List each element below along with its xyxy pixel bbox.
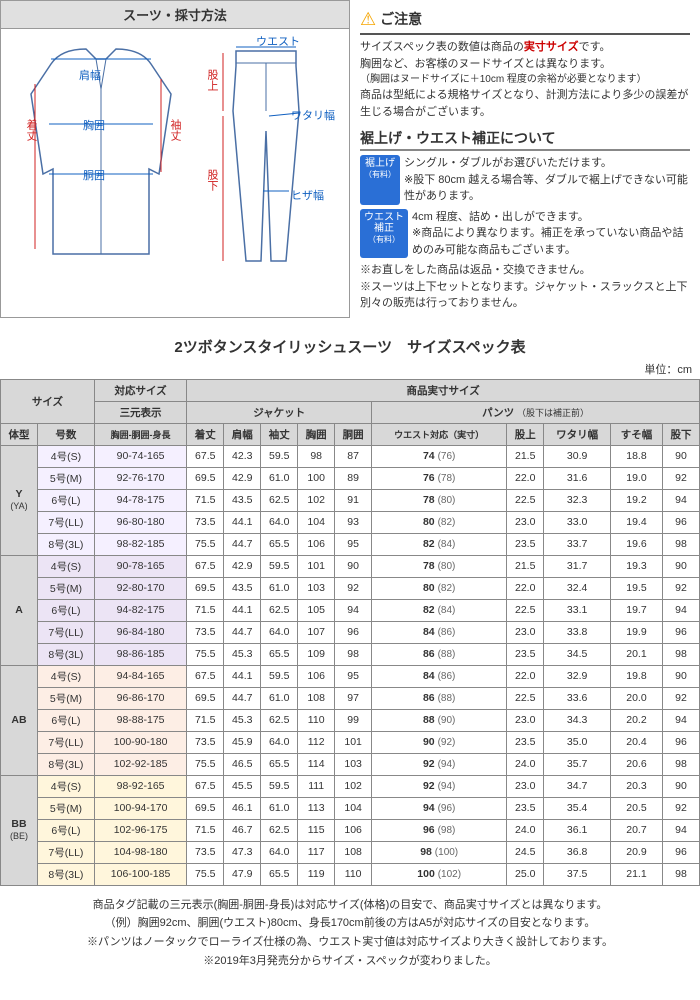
footnote: 商品タグ記載の三元表示(胸囲-胴囲-身長)は対応サイズ(体格)の目安で、商品実寸…	[8, 896, 692, 971]
body-type-cell: A	[1, 555, 38, 665]
pants-icon	[211, 41, 321, 271]
notice-line1: サイズスペック表の数値は商品の実寸サイズです。	[360, 39, 690, 56]
spec-table: サイズ 対応サイズ 商品実寸サイズ 三元表示 ジャケット パンツ （股下は補正前…	[0, 379, 700, 886]
footnote-l3: ※パンツはノータックでローライズ仕様の為、ウエスト実寸値は対応サイズより大きく設…	[8, 933, 692, 952]
diagram-body: 肩幅 胸囲 胴囲 着丈 袖丈 ウエスト 股上 ワタリ幅 ヒザ幅 股下	[1, 29, 349, 279]
table-row: 8号(3L)106-100-18575.547.965.5119110100 (…	[1, 863, 700, 885]
table-row: 7号(LL)100-90-18073.545.964.011210190 (92…	[1, 731, 700, 753]
label-waist: ウエスト	[256, 33, 300, 49]
notice-panel: ⚠ ご注意 サイズスペック表の数値は商品の実寸サイズです。 胸囲など、お客様のヌ…	[350, 0, 700, 318]
top-section: スーツ・採寸方法 肩幅 胸囲 胴囲 着丈 袖丈	[0, 0, 700, 318]
notice-foot2: ※スーツは上下セットとなります。ジャケット・スラックスと上下別々の販売は行ってお…	[360, 279, 690, 312]
notice-line2: 胸囲など、お客様のヌードサイズとは異なります。	[360, 56, 690, 73]
measurement-diagram: スーツ・採寸方法 肩幅 胸囲 胴囲 着丈 袖丈	[0, 0, 350, 318]
spec-tbody: Y(YA)4号(S)90-74-16567.542.359.5988774 (7…	[1, 445, 700, 885]
table-row: A4号(S)90-78-16567.542.959.51019078 (80)2…	[1, 555, 700, 577]
label-matashita: 股下	[204, 169, 220, 191]
body-type-cell: Y(YA)	[1, 445, 38, 555]
label-hiza: ヒザ幅	[291, 187, 324, 203]
notice-header: ⚠ ご注意	[360, 6, 690, 35]
table-row: BB(BE)4号(S)98-92-16567.545.559.511110292…	[1, 775, 700, 797]
correction-header: 裾上げ・ウエスト補正について	[360, 128, 690, 151]
label-kyoui: 胸囲	[83, 117, 105, 133]
table-row: Y(YA)4号(S)90-74-16567.542.359.5988774 (7…	[1, 445, 700, 467]
label-matagami: 股上	[204, 69, 220, 91]
label-kitake: 着丈	[23, 119, 39, 141]
table-row: 6号(L)102-96-17571.546.762.511510696 (98)…	[1, 819, 700, 841]
notice-title: ご注意	[380, 9, 422, 30]
body-type-cell: BB(BE)	[1, 775, 38, 885]
table-row: 7号(LL)96-80-18073.544.164.01049380 (82)2…	[1, 511, 700, 533]
waist-row: ウエスト補正（有料） 4cm 程度、詰め・出しができます。 ※商品により異なりま…	[360, 209, 690, 259]
table-row: 5号(M)92-76-17069.542.961.01008976 (78)22…	[1, 467, 700, 489]
jacket-icon	[21, 44, 181, 264]
body-type-cell: AB	[1, 665, 38, 775]
notice-foot1: ※お直しをした商品は返品・交換できません。	[360, 262, 690, 279]
footnote-l4: ※2019年3月発売分からサイズ・スペックが変わりました。	[8, 952, 692, 971]
spec-thead: サイズ 対応サイズ 商品実寸サイズ 三元表示 ジャケット パンツ （股下は補正前…	[1, 379, 700, 445]
spec-unit: 単位：cm	[0, 361, 700, 377]
table-row: AB4号(S)94-84-16567.544.159.51069584 (86)…	[1, 665, 700, 687]
table-row: 6号(L)98-88-17571.545.362.51109988 (90)23…	[1, 709, 700, 731]
label-doui: 胴囲	[83, 167, 105, 183]
label-sodetake: 袖丈	[167, 119, 183, 141]
table-row: 8号(3L)98-82-18575.544.765.51069582 (84)2…	[1, 533, 700, 555]
table-row: 6号(L)94-82-17571.544.162.51059482 (84)22…	[1, 599, 700, 621]
notice-line3: （胸囲はヌードサイズに＋10cm 程度の余裕が必要となります）	[360, 72, 690, 87]
diagram-title: スーツ・採寸方法	[1, 1, 349, 29]
spec-title: 2ツボタンスタイリッシュスーツ サイズスペック表	[0, 336, 700, 357]
table-row: 5号(M)92-80-17069.543.561.01039280 (82)22…	[1, 577, 700, 599]
label-watari: ワタリ幅	[291, 107, 335, 123]
table-row: 7号(LL)96-84-18073.544.764.01079684 (86)2…	[1, 621, 700, 643]
notice-line4: 商品は型紙による規格サイズとなり、計測方法により多少の誤差が生じる場合がございま…	[360, 87, 690, 120]
table-row: 8号(3L)98-86-18575.545.365.51099886 (88)2…	[1, 643, 700, 665]
table-row: 5号(M)100-94-17069.546.161.011310494 (96)…	[1, 797, 700, 819]
waist-tag: ウエスト補正（有料）	[360, 209, 408, 259]
table-row: 5号(M)96-86-17069.544.761.01089786 (88)22…	[1, 687, 700, 709]
table-row: 6号(L)94-78-17571.543.562.51029178 (80)22…	[1, 489, 700, 511]
label-katahaba: 肩幅	[79, 67, 101, 83]
hem-row: 裾上げ（有料） シングル・ダブルがお選びいただけます。 ※股下 80cm 越える…	[360, 155, 690, 205]
footnote-l1: 商品タグ記載の三元表示(胸囲-胴囲-身長)は対応サイズ(体格)の目安で、商品実寸…	[8, 896, 692, 915]
hem-tag: 裾上げ（有料）	[360, 155, 400, 205]
table-row: 8号(3L)102-92-18575.546.565.511410392 (94…	[1, 753, 700, 775]
table-row: 7号(LL)104-98-18073.547.364.011710898 (10…	[1, 841, 700, 863]
warning-icon: ⚠	[360, 6, 376, 33]
footnote-l2: （例）胸囲92cm、胴囲(ウエスト)80cm、身長170cm前後の方はA5が対応…	[8, 914, 692, 933]
